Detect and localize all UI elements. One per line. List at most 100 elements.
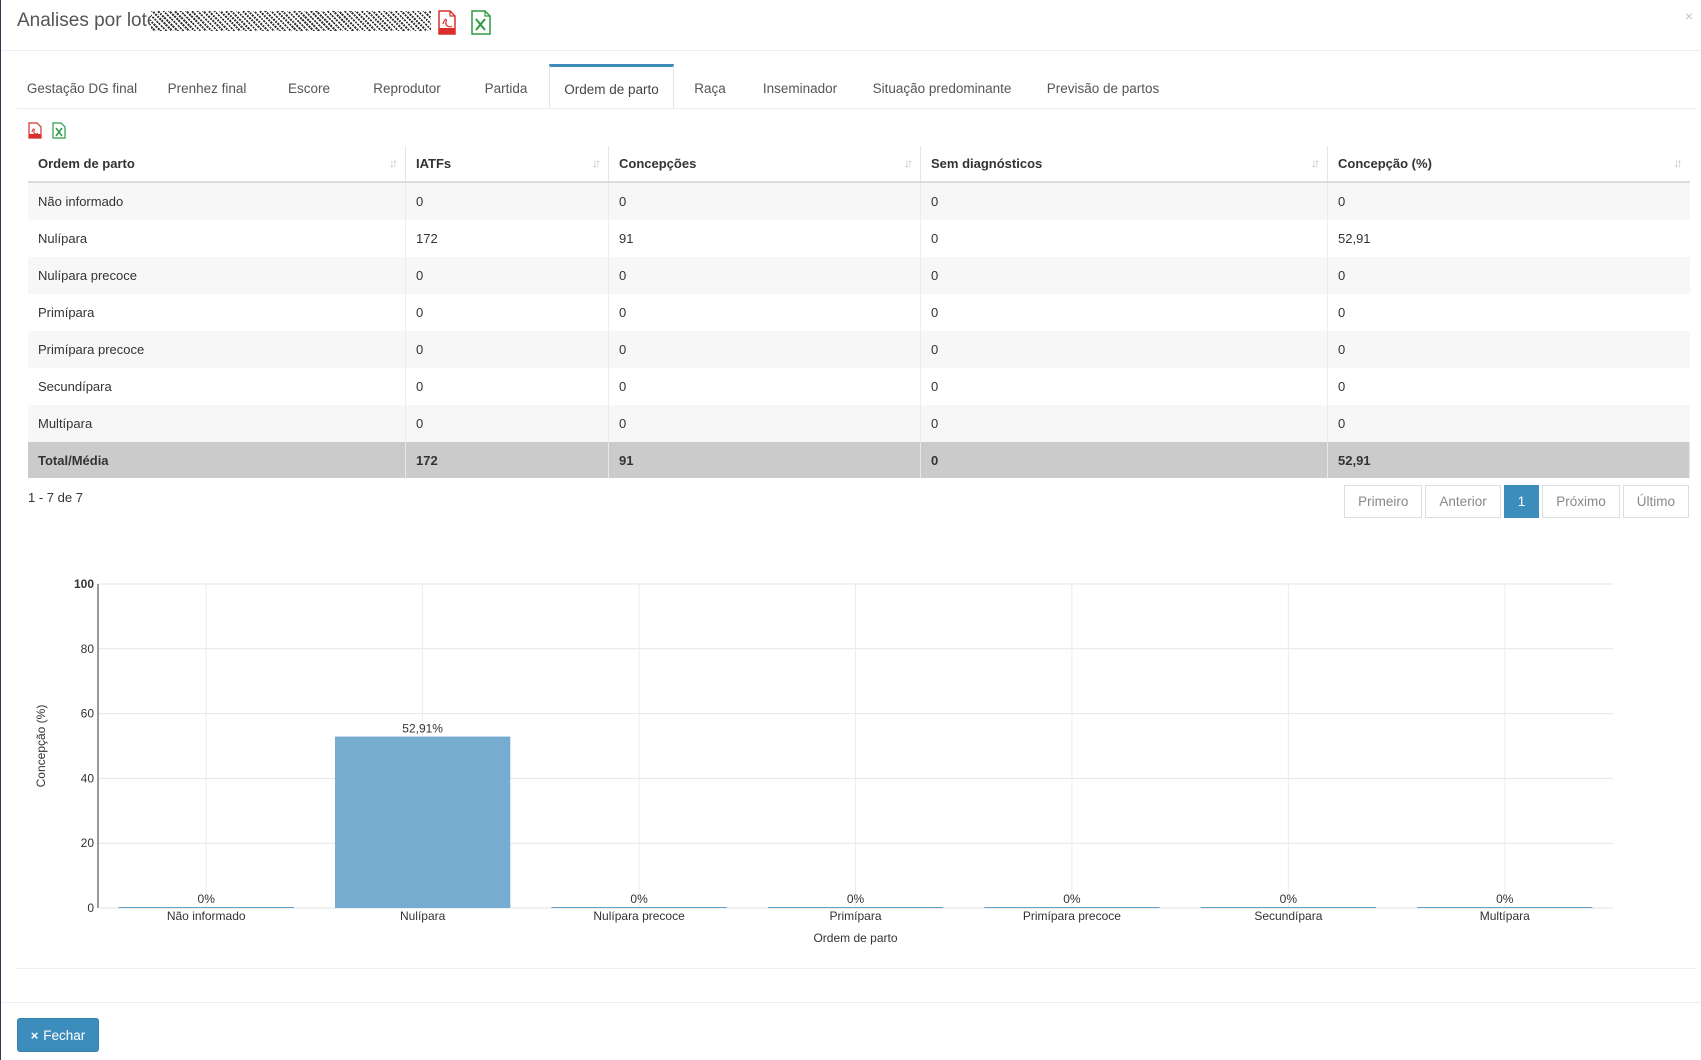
table-cell: 0 — [608, 405, 921, 442]
col-header-concepcao-pct[interactable]: Concepção (%) ↓↑ — [1327, 146, 1690, 183]
y-tick-label: 0 — [87, 901, 94, 915]
col-header-iatfs[interactable]: IATFs ↓↑ — [405, 146, 609, 183]
tab-situacao-predominante[interactable]: Situação predominante — [872, 81, 1012, 96]
x-tick-label: Não informado — [167, 909, 246, 923]
sort-icon[interactable]: ↓↑ — [1673, 156, 1683, 170]
close-icon[interactable]: × — [1684, 8, 1693, 24]
table-row: Não informado 0 0 0 0 — [28, 182, 1690, 220]
table-cell: 91 — [608, 220, 921, 257]
y-tick-label: 40 — [81, 771, 95, 785]
tab-partida[interactable]: Partida — [484, 81, 528, 96]
table-cell: 0 — [920, 368, 1328, 405]
tab-raca[interactable]: Raça — [694, 81, 726, 96]
tab-escore[interactable]: Escore — [287, 81, 331, 96]
col-header-ordem-de-parto[interactable]: Ordem de parto ↓↑ — [28, 146, 406, 183]
pagination-last-button[interactable]: Último — [1622, 485, 1689, 518]
excel-icon[interactable] — [470, 10, 492, 35]
pagination-next-button[interactable]: Próximo — [1542, 485, 1620, 518]
x-tick-label: Multípara — [1480, 909, 1530, 923]
tab-previsao-de-partos[interactable]: Previsão de partos — [1046, 81, 1160, 96]
footer-divider — [1, 1002, 1701, 1003]
table-row: Nulípara precoce 0 0 0 0 — [28, 257, 1690, 294]
total-cell: 91 — [608, 442, 921, 478]
table-cell: 0 — [920, 405, 1328, 442]
table-cell: 0 — [405, 368, 609, 405]
data-label: 0% — [1063, 892, 1081, 906]
col-header-label: IATFs — [416, 156, 452, 171]
table-cell: 0 — [608, 294, 921, 331]
col-header-label: Concepções — [619, 156, 697, 171]
table-cell: 0 — [1327, 405, 1690, 442]
table-pdf-icon[interactable] — [28, 122, 42, 139]
bar-chart: 0 20 40 60 80 100 0% Não informado 52,91% Nulípar… — [34, 577, 1613, 945]
table-cell: 0 — [405, 405, 609, 442]
table-cell: Não informado — [28, 182, 406, 220]
bar — [118, 907, 294, 908]
table-cell: 0 — [1338, 379, 1346, 394]
y-tick-label: 100 — [74, 577, 94, 591]
pagination: Primeiro Anterior 1 Próximo Último — [1341, 485, 1689, 518]
col-header-concepcoes[interactable]: Concepções ↓↑ — [608, 146, 921, 183]
table-cell: 0 — [608, 257, 921, 294]
tab-reprodutor[interactable]: Reprodutor — [373, 81, 441, 96]
data-label: 0% — [847, 892, 865, 906]
table-cell: 0 — [1338, 305, 1346, 320]
sort-icon[interactable]: ↓↑ — [904, 156, 913, 170]
y-tick-label: 80 — [81, 642, 95, 656]
data-label: 0% — [630, 892, 648, 906]
bar — [1417, 907, 1593, 908]
pagination-prev-button[interactable]: Anterior — [1425, 485, 1501, 518]
table-cell: 172 — [405, 220, 609, 257]
table-cell: Nulípara precoce — [28, 257, 406, 294]
y-tick-label: 60 — [81, 707, 95, 721]
table-cell: 0 — [405, 257, 609, 294]
total-cell: 0 — [920, 442, 1328, 478]
x-tick-label: Nulípara — [400, 909, 446, 923]
bar — [551, 907, 727, 908]
close-button[interactable]: × Fechar — [17, 1018, 99, 1052]
col-header-label: Concepção (%) — [1338, 156, 1432, 171]
tab-inseminador[interactable]: Inseminador — [762, 81, 838, 96]
pdf-icon[interactable] — [437, 10, 457, 35]
table-row: Secundípara 0 0 0 0 — [28, 368, 1690, 405]
table-excel-icon[interactable] — [52, 122, 66, 139]
table-total-row: Total/Média 172 91 0 52,91 — [28, 442, 1690, 478]
bar — [334, 736, 511, 908]
sort-icon[interactable]: ↓↑ — [592, 156, 601, 170]
table-header-row: Ordem de parto ↓↑ IATFs ↓↑ Concepções ↓↑ Se… — [28, 146, 1690, 183]
total-cell: Total/Média — [28, 442, 406, 478]
pagination-first-button[interactable]: Primeiro — [1344, 485, 1423, 518]
total-cell: 172 — [405, 442, 609, 478]
tab-gestacao-dg-final[interactable]: Gestação DG final — [26, 81, 138, 96]
pagination-page-1[interactable]: 1 — [1503, 485, 1540, 518]
sort-icon[interactable]: ↓↑ — [1311, 156, 1320, 170]
data-label: 0% — [1280, 892, 1298, 906]
tab-ordem-de-parto[interactable]: Ordem de parto — [549, 64, 674, 108]
table-cell: 0 — [920, 220, 1328, 257]
x-tick-label: Secundípara — [1254, 909, 1322, 923]
table-cell: 52,91 — [1338, 231, 1371, 246]
data-label: 0% — [198, 892, 216, 906]
close-button-label: Fechar — [43, 1027, 86, 1043]
table-cell: Nulípara — [28, 220, 406, 257]
table-row: Primípara 0 0 0 0 — [28, 294, 1690, 331]
table-row: Primípara precoce 0 0 0 0 — [28, 331, 1690, 368]
close-icon: × — [30, 1027, 39, 1043]
redacted-lot-name — [151, 11, 431, 31]
x-axis-title: Ordem de parto — [813, 931, 897, 945]
sort-icon[interactable]: ↓↑ — [389, 156, 398, 170]
table-cell: 0 — [920, 182, 1328, 220]
table-cell: 0 — [1327, 182, 1690, 220]
table-cell: 0 — [405, 294, 609, 331]
table-cell: 0 — [920, 257, 1328, 294]
modal-header: Analises por lotes × — [1, 0, 1701, 51]
table-cell: 0 — [608, 368, 921, 405]
col-header-sem-diagnosticos[interactable]: Sem diagnósticos ↓↑ — [920, 146, 1328, 183]
modal-title: Analises por lotes — [17, 10, 167, 31]
table-cell: 0 — [405, 182, 609, 220]
col-header-label: Sem diagnósticos — [931, 156, 1043, 171]
total-cell: 52,91 — [1327, 442, 1690, 478]
x-tick-label: Nulípara precoce — [593, 909, 685, 923]
table-cell: 0 — [920, 294, 1328, 331]
tab-prenhez-final[interactable]: Prenhez final — [167, 81, 247, 96]
